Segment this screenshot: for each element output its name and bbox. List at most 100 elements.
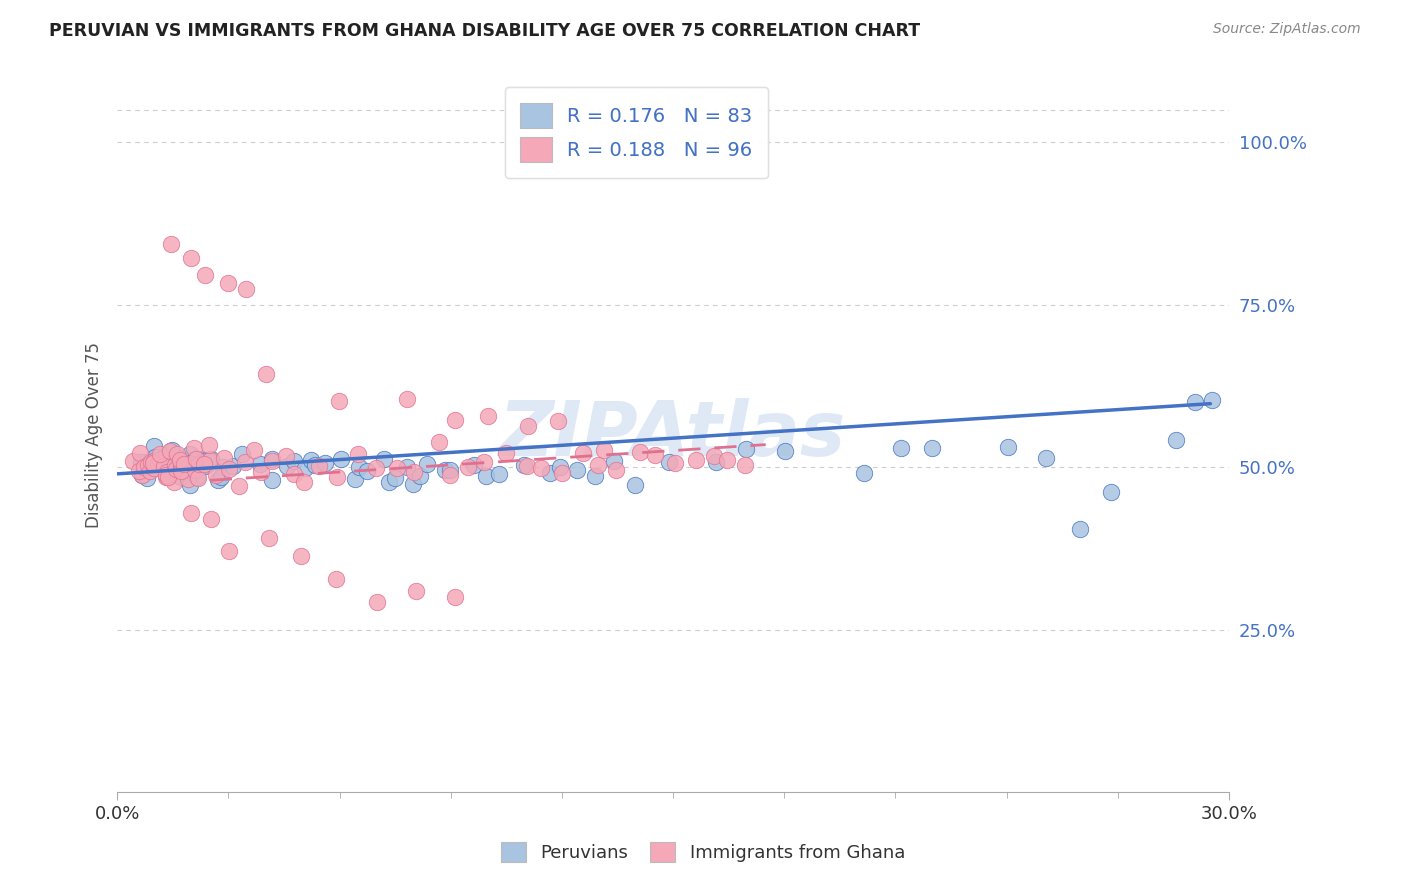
Point [180,452,202,467]
Point [217,277,239,291]
Point [377,475,399,490]
Point [299,453,322,467]
Point [242,443,264,458]
Point [136,471,159,485]
Point [207,473,229,487]
Point [187,471,209,485]
Text: PERUVIAN VS IMMIGRANTS FROM GHANA DISABILITY AGE OVER 75 CORRELATION CHART: PERUVIAN VS IMMIGRANTS FROM GHANA DISABI… [49,22,921,40]
Point [283,467,305,481]
Point [402,477,425,491]
Point [193,457,215,471]
Point [142,454,165,468]
Point [183,441,205,455]
Point [143,450,166,464]
Point [396,459,419,474]
Point [314,456,336,470]
Point [1184,395,1206,409]
Point [153,458,176,473]
Point [325,573,347,587]
Point [329,451,352,466]
Point [457,459,479,474]
Point [160,442,183,457]
Point [131,467,153,482]
Point [174,455,197,469]
Point [170,450,193,465]
Point [538,466,561,480]
Point [198,452,221,467]
Point [146,456,169,470]
Point [283,454,305,468]
Point [373,452,395,467]
Point [142,456,165,470]
Point [131,455,153,469]
Point [160,460,183,475]
Point [209,470,232,484]
Point [186,470,208,484]
Point [439,463,461,477]
Point [194,268,217,282]
Point [194,458,217,473]
Point [477,409,499,424]
Point [156,465,179,479]
Point [146,455,169,469]
Point [141,459,163,474]
Point [170,458,193,472]
Point [583,469,606,483]
Point [179,456,201,470]
Point [159,443,181,458]
Point [179,478,201,492]
Point [218,461,240,475]
Point [260,474,283,488]
Point [565,462,588,476]
Point [488,467,510,481]
Point [444,590,467,604]
Point [165,462,187,476]
Point [664,456,686,470]
Point [250,465,273,479]
Point [160,454,183,468]
Point [228,479,250,493]
Point [1201,393,1223,408]
Point [395,392,418,407]
Point [434,463,457,477]
Point [472,455,495,469]
Point [356,464,378,478]
Point [276,459,298,474]
Point [703,449,725,463]
Point [773,443,796,458]
Point [156,470,179,484]
Point [326,469,349,483]
Point [463,458,485,472]
Point [165,458,187,472]
Legend: R = 0.176   N = 83, R = 0.188   N = 96: R = 0.176 N = 83, R = 0.188 N = 96 [505,87,768,178]
Point [143,461,166,475]
Point [328,393,350,408]
Point [404,465,426,479]
Point [155,461,177,475]
Point [602,454,624,468]
Text: ZIPAtlas: ZIPAtlas [499,398,846,472]
Point [167,454,190,468]
Point [249,457,271,471]
Point [169,470,191,484]
Point [212,460,235,475]
Point [132,459,155,474]
Point [152,451,174,466]
Point [136,458,159,472]
Point [444,413,467,427]
Point [292,475,315,490]
Point [735,442,758,456]
Point [628,444,651,458]
Point [149,446,172,460]
Point [149,453,172,467]
Point [200,512,222,526]
Point [658,455,681,469]
Point [177,472,200,486]
Point [347,459,370,474]
Point [364,461,387,475]
Point [416,458,439,472]
Point [155,468,177,483]
Point [384,471,406,485]
Point [139,455,162,469]
Point [1069,522,1091,536]
